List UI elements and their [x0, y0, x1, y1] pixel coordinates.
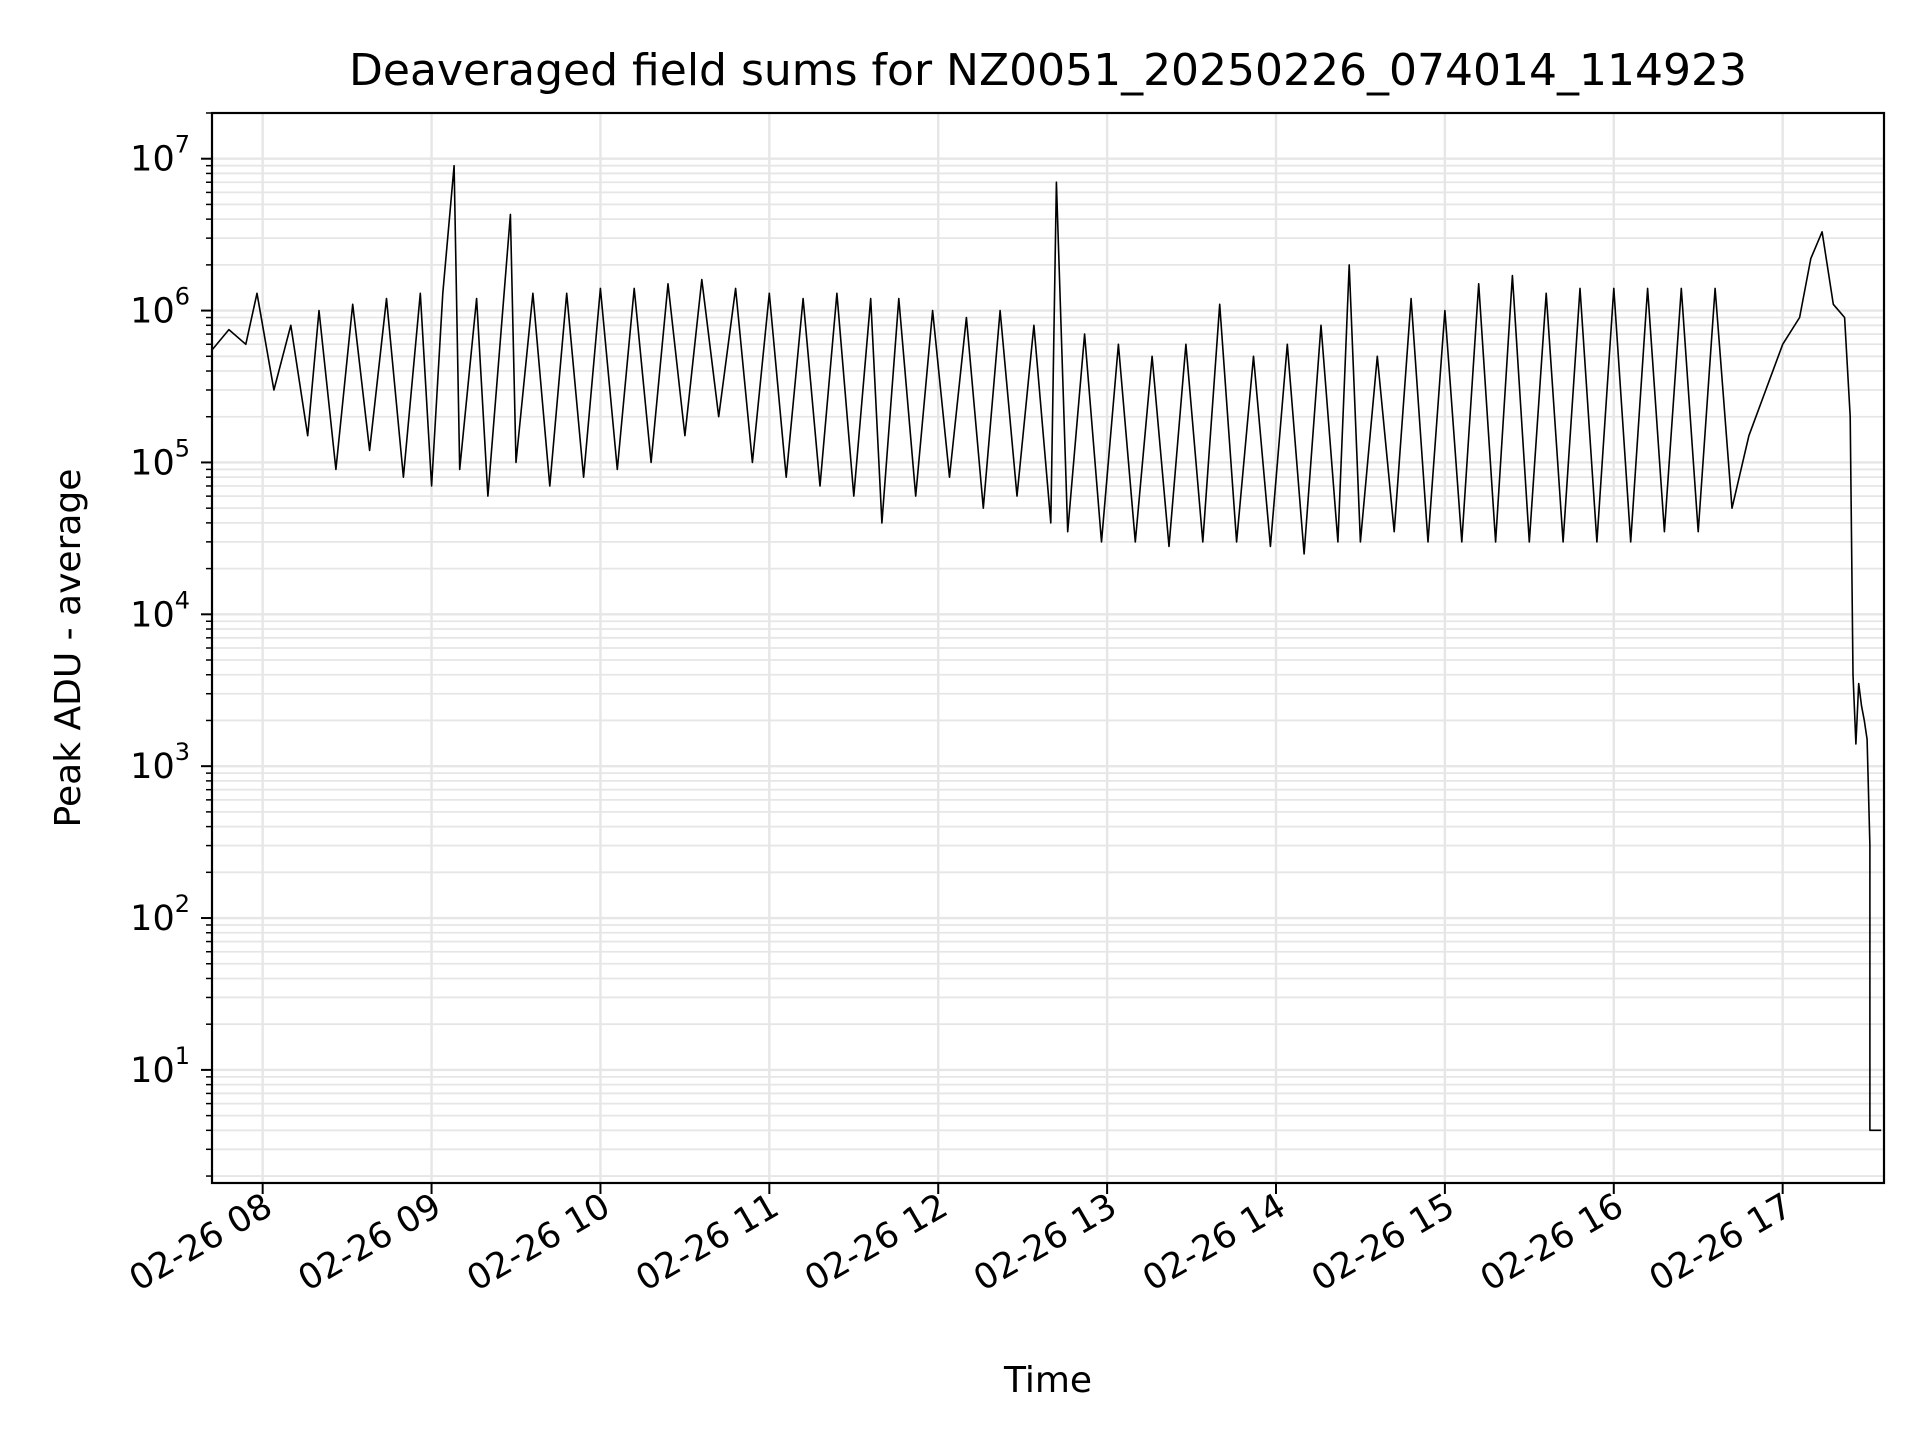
y-tick-label: 101: [130, 1042, 190, 1091]
y-tick-exponent: 5: [175, 434, 190, 462]
series-line: [211, 164, 1882, 1132]
y-tick-exponent: 1: [175, 1042, 190, 1070]
y-tick-label: 104: [130, 586, 190, 635]
y-tick-exponent: 3: [175, 738, 190, 766]
y-tick-exponent: 7: [175, 131, 190, 159]
y-tick-base: 10: [130, 292, 175, 332]
y-tick-base: 10: [130, 1051, 175, 1091]
y-tick-exponent: 6: [175, 283, 190, 311]
grid: [212, 112, 1884, 1183]
y-tick-label: 103: [130, 738, 190, 787]
y-tick-base: 10: [130, 443, 175, 483]
y-tick-label: 106: [130, 283, 190, 332]
y-tick-label: 107: [130, 131, 190, 180]
chart-title: Deaveraged field sums for NZ0051_2025022…: [349, 45, 1747, 96]
y-tick-exponent: 4: [175, 586, 190, 614]
y-tick-base: 10: [130, 747, 175, 787]
y-tick-base: 10: [130, 595, 175, 635]
y-axis-label: Peak ADU - average: [48, 469, 89, 828]
y-tick-label: 105: [130, 434, 190, 483]
x-axis-label: Time: [1003, 1360, 1092, 1401]
y-tick-base: 10: [130, 140, 175, 180]
y-tick-label: 102: [130, 890, 190, 939]
y-tick-base: 10: [130, 899, 175, 939]
series-layer: [211, 164, 1882, 1132]
y-tick-exponent: 2: [175, 890, 190, 918]
